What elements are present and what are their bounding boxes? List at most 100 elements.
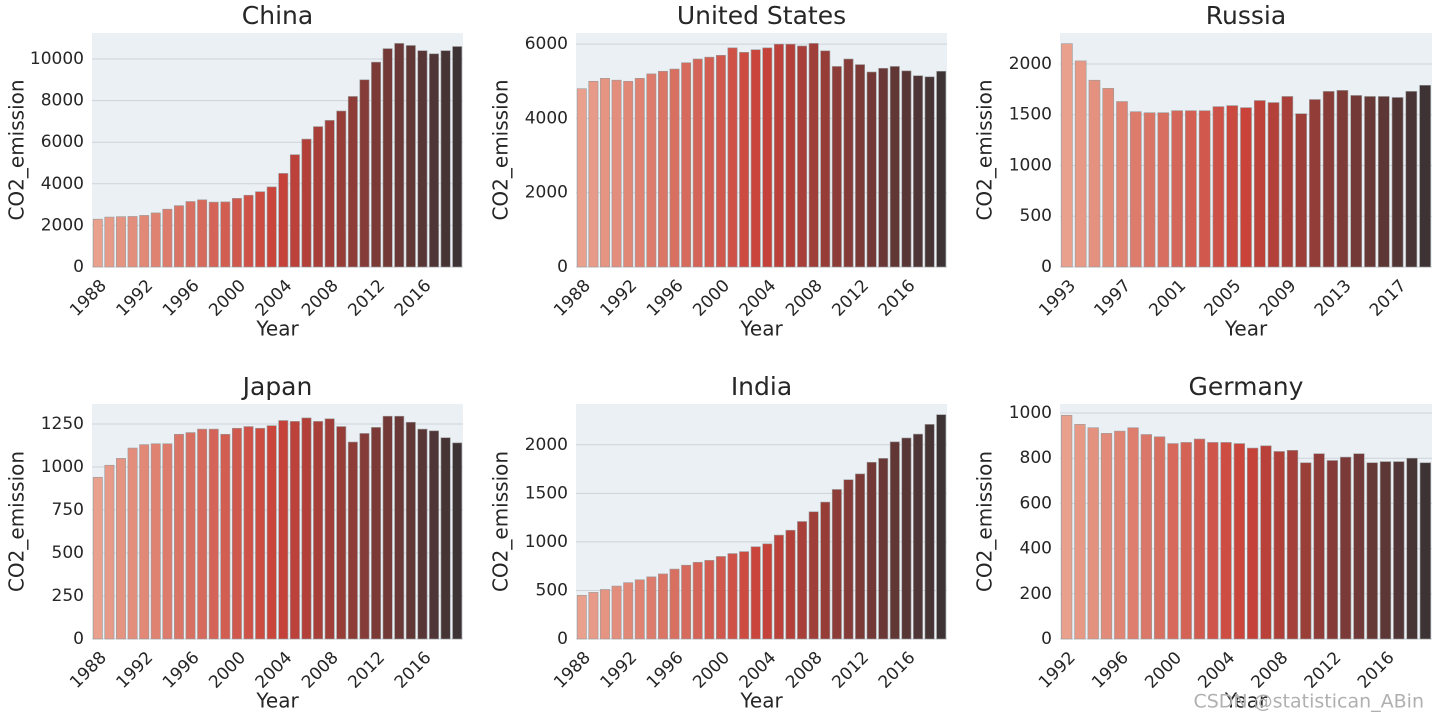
bar xyxy=(808,43,819,268)
bar xyxy=(1157,112,1170,268)
subplot-title: China xyxy=(242,1,313,30)
bar xyxy=(243,194,254,268)
x-tick-label: 2000 xyxy=(205,276,250,321)
bar xyxy=(440,50,451,268)
bar xyxy=(1364,96,1376,268)
y-tick-label: 600 xyxy=(1020,493,1052,513)
bar xyxy=(1140,434,1152,640)
bar xyxy=(866,71,877,268)
bar xyxy=(1286,450,1299,640)
bar xyxy=(1114,430,1126,640)
x-tick-label: 2000 xyxy=(689,648,734,693)
bar xyxy=(452,46,463,268)
bar xyxy=(92,476,103,640)
x-tick-label: 1992 xyxy=(597,276,642,321)
bar xyxy=(174,205,184,268)
bar xyxy=(1061,43,1073,268)
bar xyxy=(658,573,668,640)
bar xyxy=(669,68,680,268)
bar xyxy=(266,425,277,640)
bar xyxy=(750,49,761,268)
bar xyxy=(715,556,726,640)
bar xyxy=(785,43,796,268)
bar xyxy=(1340,456,1352,640)
bar xyxy=(1309,99,1321,268)
bar xyxy=(704,560,715,640)
bar xyxy=(866,461,877,640)
bar xyxy=(116,216,126,268)
bar xyxy=(588,80,599,268)
bar xyxy=(324,418,335,640)
x-tick-label: 2004 xyxy=(252,648,297,693)
subplot-title: United States xyxy=(677,1,846,30)
x-tick-label: 2016 xyxy=(1354,648,1399,693)
bar xyxy=(1088,79,1101,268)
bar xyxy=(715,54,726,268)
bar xyxy=(371,61,381,268)
bar xyxy=(359,79,370,268)
bar xyxy=(901,70,912,268)
bar xyxy=(681,564,692,640)
bar xyxy=(1233,443,1245,640)
x-tick-label: 1988 xyxy=(66,648,111,693)
bar xyxy=(185,432,196,640)
bar xyxy=(924,76,935,268)
bar xyxy=(1393,461,1405,640)
bar xyxy=(1171,110,1183,268)
bar xyxy=(127,447,138,640)
x-tick-label: 2000 xyxy=(689,276,734,321)
bar xyxy=(243,426,254,640)
bar xyxy=(855,473,865,640)
bar xyxy=(127,216,138,268)
y-tick-label: 6000 xyxy=(41,132,84,152)
x-tick-label: 2008 xyxy=(1248,648,1293,693)
bar xyxy=(1061,414,1073,640)
bar xyxy=(417,50,428,268)
bar xyxy=(1391,97,1404,268)
x-tick-label: 1988 xyxy=(550,276,595,321)
bar xyxy=(773,534,784,640)
bar xyxy=(1143,112,1156,268)
bar xyxy=(1253,100,1266,268)
x-tick-label: 1992 xyxy=(113,648,158,693)
y-axis-label: CO2_emission xyxy=(489,79,513,220)
y-axis-label: CO2_emission xyxy=(973,79,997,220)
x-tick-label: 2004 xyxy=(1194,648,1239,693)
bar xyxy=(382,415,393,640)
bar xyxy=(255,191,266,268)
bar xyxy=(1300,462,1312,640)
bar xyxy=(797,45,808,268)
bar xyxy=(588,592,599,640)
bar xyxy=(336,426,347,640)
x-tick-label: 1996 xyxy=(643,648,688,693)
y-tick-label: 0 xyxy=(1041,257,1052,277)
x-tick-label: 1996 xyxy=(159,276,204,321)
y-axis-label: CO2_emission xyxy=(489,451,513,592)
bar xyxy=(394,43,405,268)
bar xyxy=(727,553,738,640)
y-tick-label: 800 xyxy=(1020,448,1052,468)
bar xyxy=(1127,427,1139,640)
bar xyxy=(762,47,773,268)
bar xyxy=(750,546,761,640)
bar xyxy=(843,58,854,268)
bar xyxy=(231,427,242,640)
bar xyxy=(150,212,161,268)
x-tick-label: 2016 xyxy=(391,648,436,693)
bar xyxy=(1281,96,1294,268)
x-tick-label: 2008 xyxy=(782,648,827,693)
x-tick-label: 2004 xyxy=(736,648,781,693)
bar xyxy=(658,70,668,268)
bar xyxy=(220,201,231,268)
bar xyxy=(1207,442,1219,640)
x-tick-label: 2000 xyxy=(205,648,250,693)
bar xyxy=(576,88,587,268)
bar xyxy=(92,218,103,268)
x-tick-label: 1997 xyxy=(1090,276,1135,321)
bar xyxy=(301,138,312,268)
bar xyxy=(231,198,242,268)
y-tick-label: 4000 xyxy=(41,174,84,194)
